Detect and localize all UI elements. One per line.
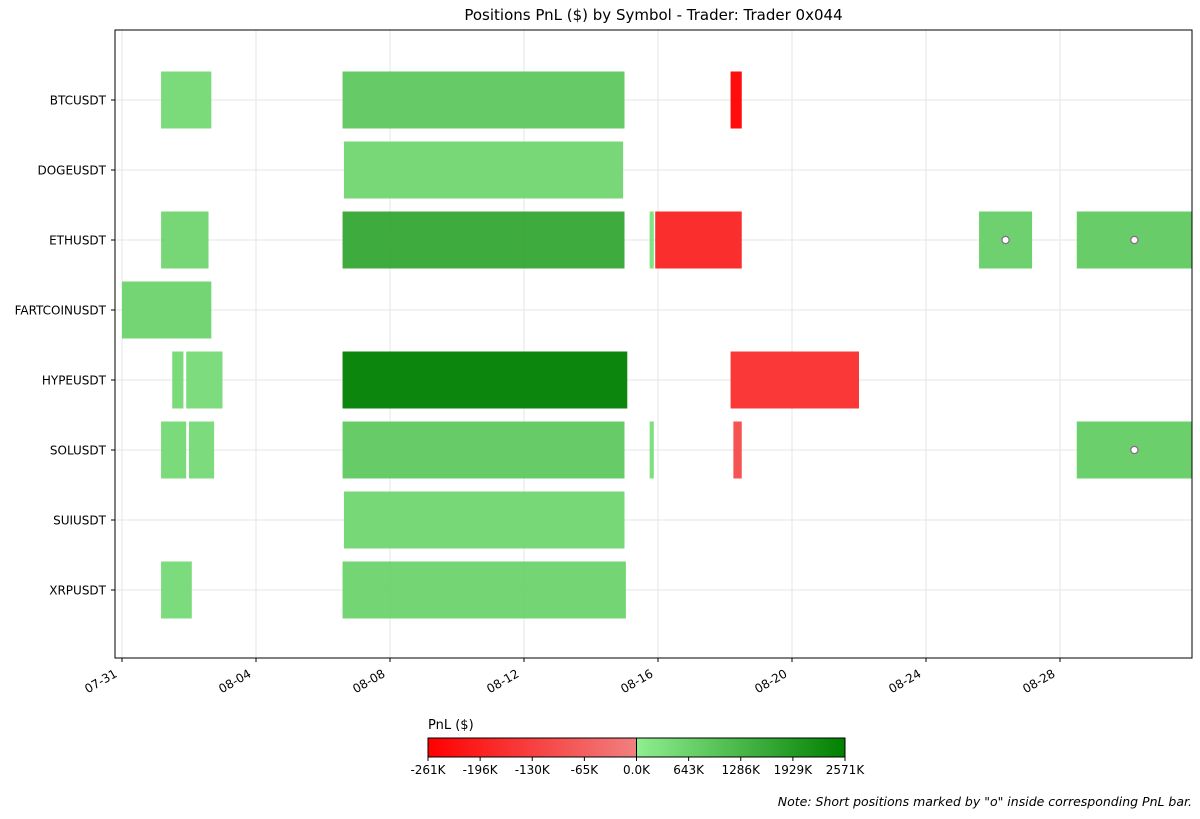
colorbar-tick-label: 1286K — [722, 763, 762, 777]
pnl-bar-solusdt — [649, 421, 654, 479]
y-axis: BTCUSDT DOGEUSDT ETHUSDT FARTCOINUSDT HYPEUS… — [15, 94, 115, 598]
short-marker — [1001, 235, 1010, 245]
y-tick-label-ethusdt: ETHUSDT — [49, 234, 107, 248]
x-axis: 07-31 08-04 08-08 08-12 08-16 08-20 08-24 08-28 — [82, 658, 1061, 696]
colorbar: -261K -196K -130K -65K 0.0K 643K 1286K 1929K 257… — [410, 737, 866, 777]
pnl-bar-ethusdt — [655, 211, 742, 269]
pnl-bar-fartcoinusdt — [122, 281, 212, 339]
y-tick-label-suiusdt: SUIUSDT — [53, 514, 107, 528]
chart-title: Positions PnL ($) by Symbol - Trader: Tr… — [464, 6, 843, 24]
pnl-bar-btcusdt — [342, 71, 625, 129]
pnl-bar-ethusdt — [649, 211, 654, 269]
pnl-bar-xrpusdt — [342, 561, 626, 619]
colorbar-tick-label: 2571K — [826, 763, 866, 777]
colorbar-positive — [636, 738, 845, 757]
grid-layer — [115, 30, 1192, 658]
colorbar-tick-label: -65K — [571, 763, 600, 777]
y-tick-label-hypeusdt: HYPEUSDT — [42, 374, 107, 388]
colorbar-tick-label: 643K — [673, 763, 705, 777]
y-tick-label-solusdt: SOLUSDT — [50, 444, 107, 458]
colorbar-tick-label: 0.0K — [623, 763, 651, 777]
x-tick-label-08-08: 08-08 — [350, 666, 387, 696]
pnl-bar-suiusdt — [343, 491, 625, 549]
pnl-bar-hypeusdt — [342, 351, 628, 409]
pnl-bar-solusdt — [189, 421, 215, 479]
pnl-bar-dogeusdt — [343, 141, 624, 199]
pnl-bar-solusdt — [342, 421, 625, 479]
pnl-bar-btcusdt — [161, 71, 212, 129]
pnl-bar-xrpusdt — [161, 561, 192, 619]
pnl-bar-solusdt — [733, 421, 742, 479]
short-positions-note: Note: Short positions marked by "o" insi… — [777, 794, 1192, 809]
bars-layer — [122, 71, 1192, 619]
colorbar-negative — [428, 738, 637, 757]
y-tick-label-fartcoinusdt: FARTCOINUSDT — [15, 304, 107, 318]
colorbar-tick-label: 1929K — [774, 763, 814, 777]
pnl-bar-ethusdt — [342, 211, 625, 269]
y-tick-label-dogeusdt: DOGEUSDT — [37, 164, 106, 178]
x-tick-label-08-28: 08-28 — [1020, 666, 1057, 696]
colorbar-tick-label: -196K — [463, 763, 499, 777]
pnl-bar-ethusdt — [161, 211, 209, 269]
pnl-bar-hypeusdt — [172, 351, 184, 409]
short-marker — [1130, 235, 1139, 245]
x-tick-label-08-16: 08-16 — [618, 666, 655, 696]
x-tick-label-08-24: 08-24 — [886, 666, 923, 696]
plot-frame — [114, 29, 1193, 659]
y-tick-label-xrpusdt: XRPUSDT — [49, 584, 106, 598]
x-tick-label-07-31: 07-31 — [82, 666, 119, 696]
short-markers-layer — [1001, 235, 1139, 455]
x-tick-label-08-20: 08-20 — [752, 666, 789, 696]
y-tick-label-btcusdt: BTCUSDT — [50, 94, 107, 108]
colorbar-tick-label: -261K — [410, 763, 446, 777]
short-marker — [1130, 445, 1139, 455]
pnl-bar-solusdt — [161, 421, 187, 479]
pnl-bar-hypeusdt — [730, 351, 859, 409]
colorbar-tick-label: -130K — [515, 763, 551, 777]
pnl-bar-btcusdt — [730, 71, 742, 129]
x-tick-label-08-12: 08-12 — [484, 666, 521, 696]
x-tick-label-08-04: 08-04 — [216, 666, 253, 696]
pnl-bar-hypeusdt — [186, 351, 223, 409]
colorbar-label: PnL ($) — [428, 718, 474, 733]
